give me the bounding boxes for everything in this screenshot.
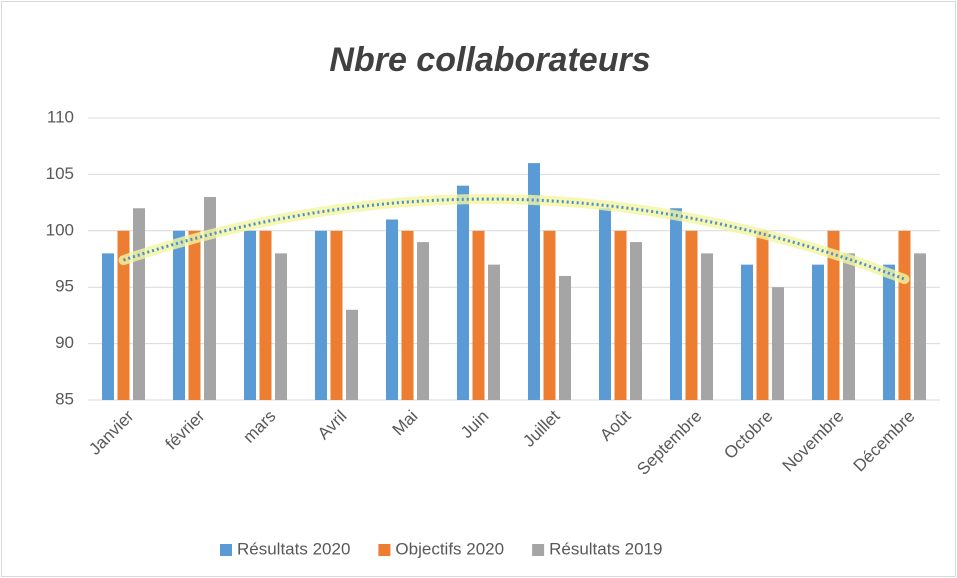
bar [701, 253, 713, 400]
bar [914, 253, 926, 400]
bar [670, 208, 682, 400]
bar [244, 230, 256, 400]
y-tick-label: 105 [46, 164, 74, 183]
bar [204, 196, 216, 400]
bar [772, 287, 784, 400]
y-tick-label: 95 [55, 277, 74, 296]
bar [417, 242, 429, 400]
bar [188, 230, 201, 400]
bar [685, 230, 698, 400]
bar [315, 230, 327, 400]
bar [528, 163, 540, 400]
bar [883, 264, 895, 400]
legend-swatch [378, 544, 391, 556]
y-tick-label: 90 [55, 333, 74, 352]
bar [630, 242, 642, 400]
bar [386, 219, 398, 400]
bar [346, 309, 358, 400]
bar [756, 230, 769, 400]
legend-label: Résultats 2020 [237, 539, 350, 558]
trendline [123, 197, 906, 281]
legend-label: Objectifs 2020 [395, 539, 504, 558]
bar [843, 253, 855, 400]
y-tick-label: 100 [46, 220, 74, 239]
bar [457, 185, 469, 400]
y-tick-label: 85 [55, 389, 74, 408]
bar [488, 264, 500, 400]
legend-swatch [220, 544, 232, 556]
bar [472, 230, 485, 400]
chart-title: Nbre collaborateurs [329, 41, 650, 79]
bar [102, 253, 114, 400]
bar [741, 264, 753, 400]
bar [812, 264, 824, 400]
legend-label: Résultats 2019 [549, 539, 662, 558]
y-tick-label: 110 [47, 107, 74, 126]
legend-swatch [532, 544, 545, 556]
bar [117, 230, 130, 400]
bar [401, 230, 414, 400]
bar [898, 230, 911, 400]
bar [133, 208, 145, 400]
bar [173, 230, 185, 400]
bar [275, 253, 287, 400]
bar [614, 230, 627, 400]
bar [259, 230, 272, 400]
bar [599, 208, 611, 400]
bar [559, 275, 571, 400]
bar [827, 230, 840, 400]
bar [330, 230, 343, 400]
bar [543, 230, 556, 400]
